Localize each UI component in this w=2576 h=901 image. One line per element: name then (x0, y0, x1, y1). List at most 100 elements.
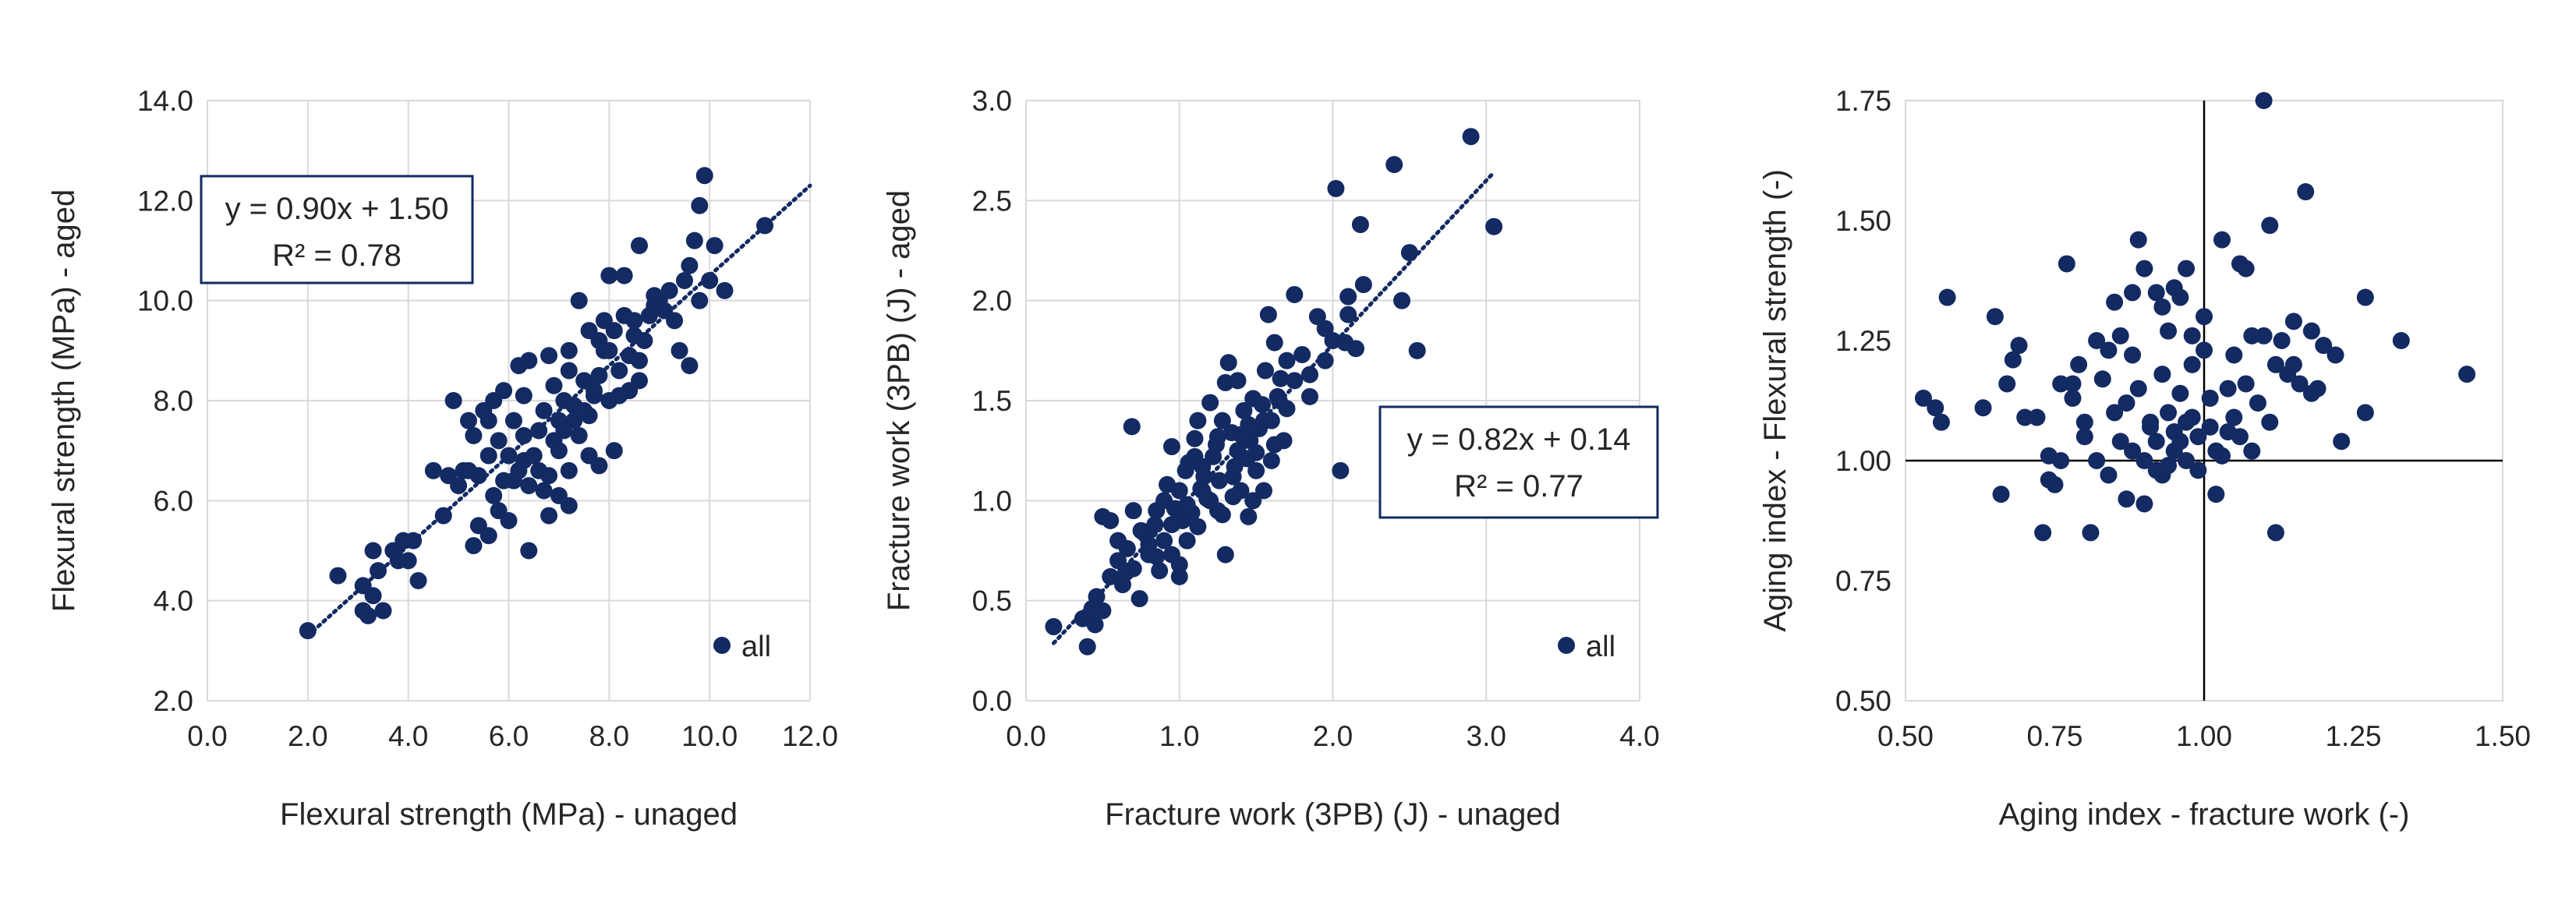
data-point (2261, 217, 2279, 235)
data-point (681, 256, 699, 274)
r-squared-text: R² = 0.78 (272, 238, 402, 273)
equation-text: y = 0.82x + 0.14 (1407, 422, 1631, 457)
data-point (570, 426, 588, 444)
data-point (1229, 372, 1247, 390)
data-point (1300, 387, 1318, 405)
data-point (2284, 355, 2302, 373)
data-point (685, 231, 703, 249)
data-point (2178, 452, 2196, 469)
data-point (630, 237, 648, 255)
chart-flexural-strength: 2.04.06.08.010.012.014.00.0 2.0 4.0 6.0 8.0 1… (47, 85, 838, 832)
data-point (2106, 404, 2124, 422)
x-tick-label: 3.0 (1467, 720, 1506, 752)
data-point (1316, 352, 1334, 369)
data-point (434, 507, 452, 525)
x-tick-label: 0.0 (1006, 720, 1046, 752)
data-point (1213, 506, 1231, 524)
data-point (2196, 341, 2213, 359)
data-point (2243, 442, 2261, 460)
y-tick-label: 0.0 (972, 685, 1012, 717)
data-point (1259, 306, 1277, 323)
data-point (479, 447, 497, 465)
data-point (600, 267, 618, 284)
data-point (706, 237, 724, 255)
data-point (2266, 355, 2284, 373)
data-point (2333, 433, 2351, 450)
data-point (1178, 496, 1196, 514)
data-point (1123, 418, 1141, 436)
data-point (1102, 567, 1120, 585)
data-point (450, 477, 468, 495)
data-point (469, 467, 487, 485)
data-point (630, 372, 648, 390)
data-point (1201, 394, 1219, 412)
data-point (2010, 337, 2028, 355)
data-point (610, 362, 628, 380)
data-point (500, 447, 518, 465)
legend-marker (1558, 637, 1575, 654)
data-point (1347, 340, 1365, 358)
data-point (1151, 562, 1169, 580)
y-tick-label: 0.5 (972, 585, 1012, 617)
data-point (405, 532, 423, 549)
x-tick-label: 1.50 (2475, 720, 2531, 752)
data-point (1186, 429, 1204, 447)
data-point (2016, 408, 2034, 426)
data-point (1124, 502, 1142, 520)
data-point (1210, 472, 1228, 489)
data-point (2028, 408, 2046, 426)
data-point (550, 442, 568, 460)
data-point (515, 426, 533, 444)
data-point (2196, 308, 2213, 326)
data-point (1116, 564, 1134, 581)
y-tick-label: 14.0 (137, 85, 193, 117)
data-point (2201, 389, 2219, 407)
data-point (1339, 306, 1357, 323)
data-point (364, 542, 382, 560)
data-point (2135, 452, 2153, 469)
data-point (2183, 355, 2201, 373)
data-point (2052, 452, 2070, 469)
data-point (2458, 366, 2476, 383)
data-point (1385, 156, 1403, 174)
data-point (2171, 384, 2189, 402)
data-point (2291, 375, 2309, 393)
data-point (2004, 351, 2022, 369)
x-axis-title: Fracture work (3PB) (J) - unaged (1105, 797, 1561, 832)
r-squared-text: R² = 0.77 (1454, 469, 1583, 504)
y-tick-label: 1.25 (1835, 325, 1891, 357)
data-point (2284, 313, 2302, 330)
data-point (525, 447, 543, 465)
data-point (1213, 412, 1231, 429)
data-point (1086, 616, 1104, 634)
data-point (1224, 468, 1242, 486)
data-point (2142, 418, 2160, 436)
data-point (1109, 532, 1127, 549)
data-point (2302, 322, 2320, 340)
y-tick-label: 1.00 (1835, 445, 1891, 477)
data-point (1146, 516, 1164, 534)
data-point (2225, 346, 2243, 364)
x-tick-label: 2.0 (288, 720, 327, 752)
data-point (1272, 369, 1290, 387)
data-point (1998, 375, 2016, 393)
data-point (359, 606, 377, 624)
data-point (2070, 355, 2088, 373)
equation-box (1378, 405, 1659, 519)
chart-fracture-work: 0.0 0.5 1.0 1.5 2.0 2.5 3.0 0.0 1.0 2.0 3.0 4.0 y = … (882, 85, 1660, 832)
data-point (2135, 495, 2153, 513)
data-point (2064, 375, 2082, 393)
data-point (510, 461, 528, 479)
data-point (2147, 433, 2165, 450)
data-point (2153, 366, 2171, 383)
data-point (520, 352, 538, 369)
x-tick-label: 2.0 (1313, 720, 1353, 752)
y-tick-label: 0.50 (1835, 685, 1891, 717)
y-tick-label: 4.0 (154, 585, 193, 617)
data-point (1247, 461, 1265, 479)
data-point (625, 327, 643, 344)
data-point (2075, 413, 2093, 431)
data-point (2327, 346, 2344, 364)
x-tick-label: 10.0 (681, 720, 738, 752)
data-point (1235, 401, 1253, 419)
